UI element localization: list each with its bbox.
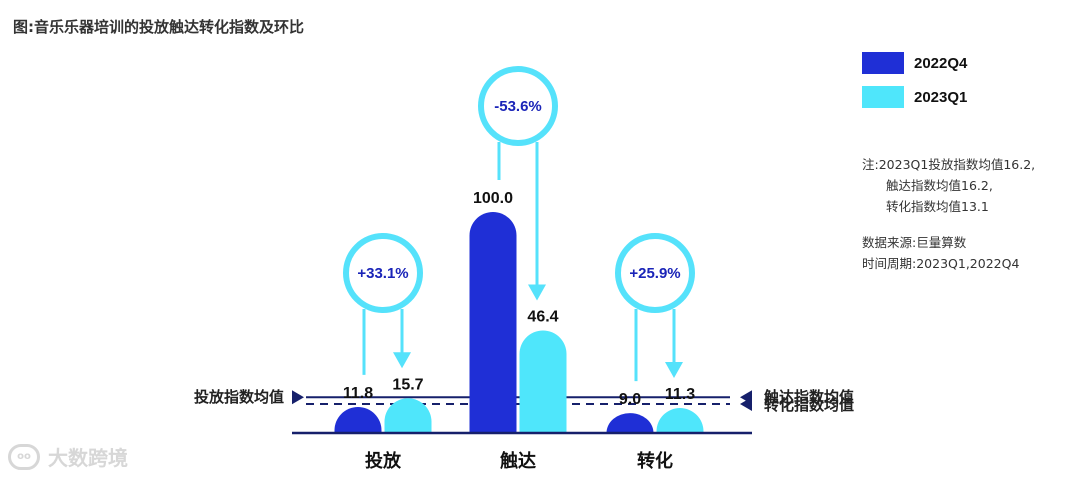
change-percent-label: -53.6% bbox=[494, 98, 542, 115]
legend-label-2023q1: 2023Q1 bbox=[914, 88, 968, 106]
change-ring bbox=[343, 233, 423, 313]
down-arrow-icon bbox=[665, 362, 683, 379]
change-ring bbox=[478, 66, 558, 146]
bar-2022q4 bbox=[469, 212, 517, 433]
reference-label-delivery: 投放指数均值 bbox=[194, 388, 284, 406]
data-label-2023q1: 11.3 bbox=[665, 386, 695, 403]
watermark-text: 大数跨境 bbox=[48, 446, 128, 470]
watermark-logo-icon: oo bbox=[8, 443, 40, 470]
change-percent-label: +33.1% bbox=[357, 265, 408, 282]
category-label: 转化 bbox=[637, 450, 673, 471]
chart-notes: 注:2023Q1投放指数均值16.2, 触达指数均值16.2, 转化指数均值13… bbox=[862, 154, 1035, 217]
down-arrow-icon bbox=[393, 352, 411, 369]
bar-2023q1 bbox=[384, 398, 432, 433]
note-line-3: 转化指数均值13.1 bbox=[886, 199, 989, 214]
bar-2023q1 bbox=[656, 408, 704, 433]
legend-item-2023q1: 2023Q1 bbox=[862, 86, 967, 108]
bar-2023q1 bbox=[519, 330, 567, 433]
data-label-2022q4: 11.8 bbox=[343, 385, 373, 402]
legend: 2022Q4 2023Q1 bbox=[862, 52, 967, 120]
data-label-2022q4: 9.0 bbox=[619, 391, 641, 408]
change-ring bbox=[615, 233, 695, 313]
legend-item-2022q4: 2022Q4 bbox=[862, 52, 967, 74]
marker-right-triangle-icon bbox=[740, 397, 752, 412]
source-line-2: 时间周期:2023Q1,2022Q4 bbox=[862, 256, 1020, 271]
source-line-1: 数据来源:巨量算数 bbox=[862, 235, 967, 250]
bar-2022q4 bbox=[606, 413, 654, 433]
down-arrow-icon bbox=[528, 284, 546, 301]
data-label-2022q4: 100.0 bbox=[473, 190, 513, 207]
note-line-2: 触达指数均值16.2, bbox=[886, 178, 993, 193]
reference-label-reach: 触达指数均值 bbox=[764, 388, 854, 406]
category-label: 触达 bbox=[500, 450, 536, 471]
marker-left-triangle-icon bbox=[292, 390, 304, 405]
chart-title: 图:音乐乐器培训的投放触达转化指数及环比 bbox=[13, 18, 305, 36]
data-source: 数据来源:巨量算数 时间周期:2023Q1,2022Q4 bbox=[862, 232, 1019, 274]
change-percent-label: +25.9% bbox=[629, 265, 680, 282]
category-label: 投放 bbox=[365, 450, 402, 471]
legend-label-2022q4: 2022Q4 bbox=[914, 54, 968, 72]
legend-swatch-2023q1 bbox=[862, 86, 904, 108]
data-label-2023q1: 15.7 bbox=[392, 376, 423, 393]
watermark: oo 大数跨境 bbox=[8, 442, 128, 471]
legend-swatch-2022q4 bbox=[862, 52, 904, 74]
bar-2022q4 bbox=[334, 406, 382, 433]
reference-label-conversion: 转化指数均值 bbox=[764, 396, 854, 414]
data-label-2023q1: 46.4 bbox=[527, 308, 558, 325]
note-line-1: 注:2023Q1投放指数均值16.2, bbox=[862, 157, 1036, 172]
